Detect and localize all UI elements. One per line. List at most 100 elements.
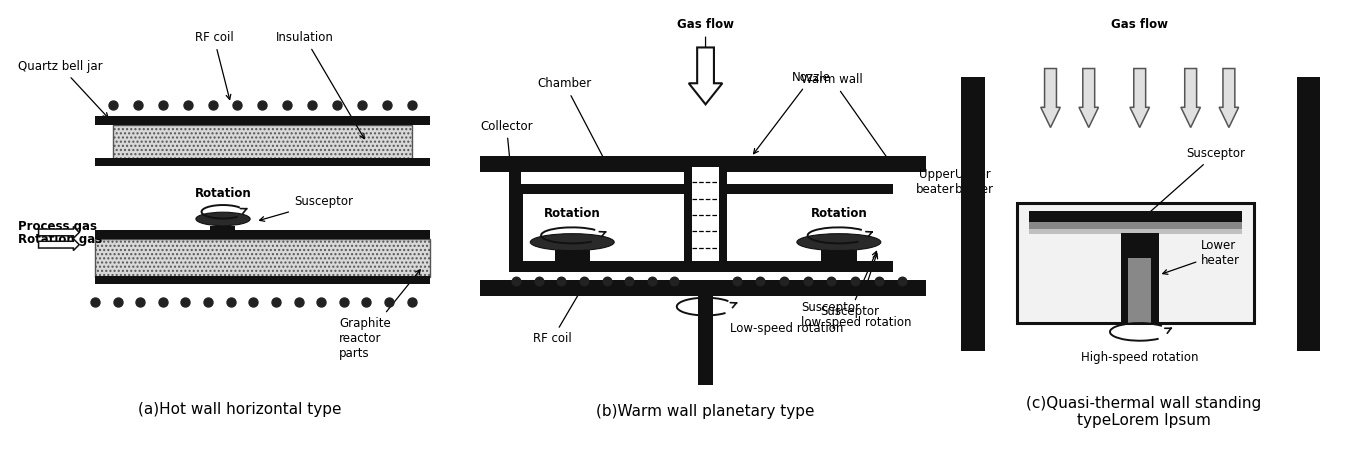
Point [890,278,912,285]
Text: Rotation: Rotation [811,207,867,220]
Text: Low-speed rotation: Low-speed rotation [729,322,843,335]
Point [201,101,223,109]
Point [618,278,640,285]
Bar [514,262,893,272]
Point [867,278,889,285]
Text: RF coil: RF coil [195,31,233,99]
Point [596,278,618,285]
Text: Chamber: Chamber [537,77,608,166]
Text: High-speed rotation: High-speed rotation [1081,351,1199,365]
Text: Susceptor: Susceptor [821,251,880,318]
FancyArrow shape [1130,69,1149,127]
Bar [692,167,719,262]
Point [277,101,299,109]
Point [264,299,286,306]
Text: Nozzle: Nozzle [754,71,830,154]
FancyArrow shape [1080,69,1099,127]
Bar [95,230,430,239]
Bar [95,158,430,166]
Point [174,299,196,306]
Text: (c)Quasi-thermal wall standing
typeLorem Ipsum: (c)Quasi-thermal wall standing typeLorem… [1026,396,1262,428]
Point [663,278,685,285]
Point [749,278,771,285]
Text: (a)Hot wall horizontal type: (a)Hot wall horizontal type [138,402,341,417]
Bar [697,294,714,385]
Point [252,101,274,109]
Text: Graphite
reactor
parts: Graphite reactor parts [340,270,421,360]
Point [378,299,400,306]
Ellipse shape [530,234,614,251]
Point [242,299,264,306]
Point [641,278,663,285]
Point [326,101,348,109]
Text: Upper
beater: Upper beater [917,168,955,196]
Text: RF coil: RF coil [533,286,584,345]
Text: Lower
heater: Lower heater [1163,240,1240,274]
Bar [211,226,236,239]
Text: Upper
beater: Upper beater [955,168,993,196]
Bar [684,167,692,262]
Point [551,278,573,285]
Bar [1297,77,1321,351]
Bar [1029,211,1241,222]
Ellipse shape [196,212,251,226]
Text: Process gas: Process gas [18,220,97,233]
Text: Susceptor: Susceptor [1143,147,1245,218]
Bar [114,125,411,159]
Point [197,299,219,306]
Bar [1029,222,1241,229]
Bar [508,171,521,194]
Point [375,101,397,109]
Point [400,299,422,306]
Bar [479,156,926,172]
Bar [962,77,985,351]
Text: Rotation: Rotation [195,187,252,200]
Text: Insulation: Insulation [275,31,364,139]
Point [573,278,595,285]
Bar [821,250,856,262]
Text: Warm wall: Warm wall [801,73,890,162]
FancyArrow shape [689,48,722,104]
Point [844,278,866,285]
Point [177,101,199,109]
Point [310,299,332,306]
Bar [95,276,430,284]
Point [129,299,151,306]
Text: Quartz bell jar: Quartz bell jar [18,60,108,118]
Point [527,278,549,285]
Point [333,299,355,306]
Point [773,278,795,285]
Point [400,101,422,109]
Bar [719,167,726,262]
Point [288,299,310,306]
Bar [95,239,430,277]
Point [726,278,748,285]
Bar [1128,258,1151,323]
Point [152,101,174,109]
Text: Rotation: Rotation [544,207,600,220]
Bar [1029,229,1241,234]
Text: Gas flow: Gas flow [677,18,734,58]
Point [351,101,373,109]
Point [506,278,527,285]
FancyArrow shape [1219,69,1238,127]
Text: Gas flow: Gas flow [1111,18,1169,32]
Point [84,299,105,306]
Bar [479,280,926,296]
Point [301,101,323,109]
Point [219,299,241,306]
Point [355,299,377,306]
Point [821,278,843,285]
Point [152,299,174,306]
Text: Rotation gas: Rotation gas [18,234,103,246]
FancyArrow shape [1041,69,1060,127]
Point [107,299,129,306]
FancyArrow shape [38,239,79,251]
FancyArrow shape [38,227,79,238]
Bar [514,184,893,194]
Bar [95,116,430,125]
Bar [508,184,523,272]
Text: (b)Warm wall planetary type: (b)Warm wall planetary type [596,404,815,420]
Bar [1017,203,1255,323]
Text: Collector: Collector [479,120,533,196]
